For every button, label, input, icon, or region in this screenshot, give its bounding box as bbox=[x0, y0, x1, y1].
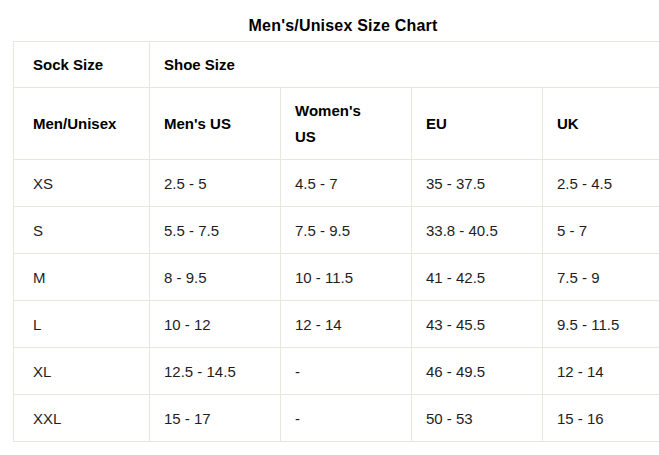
table-group-header-row: Sock Size Shoe Size bbox=[14, 42, 659, 88]
size-chart-page: Men's/Unisex Size Chart Sock Size Shoe S… bbox=[0, 0, 659, 455]
page-title: Men's/Unisex Size Chart bbox=[13, 17, 659, 35]
col-header-womens-us-label: Women's US bbox=[295, 98, 365, 150]
value-cell-uk: 15 - 16 bbox=[543, 395, 659, 442]
value-cell-mens-us: 2.5 - 5 bbox=[150, 160, 281, 207]
col-header-eu: EU bbox=[412, 88, 543, 160]
value-cell-eu: 33.8 - 40.5 bbox=[412, 207, 543, 254]
value-cell-mens-us: 12.5 - 14.5 bbox=[150, 348, 281, 395]
value-cell-uk: 5 - 7 bbox=[543, 207, 659, 254]
size-label-cell: XL bbox=[14, 348, 150, 395]
value-cell-womens-us: 4.5 - 7 bbox=[281, 160, 412, 207]
value-cell-eu: 46 - 49.5 bbox=[412, 348, 543, 395]
size-label-cell: S bbox=[14, 207, 150, 254]
size-label-cell: XXL bbox=[14, 395, 150, 442]
value-cell-eu: 50 - 53 bbox=[412, 395, 543, 442]
header-sock-size: Sock Size bbox=[14, 42, 150, 88]
value-cell-uk: 9.5 - 11.5 bbox=[543, 301, 659, 348]
header-shoe-size: Shoe Size bbox=[150, 42, 659, 88]
table-row-l: L 10 - 12 12 - 14 43 - 45.5 9.5 - 11.5 bbox=[14, 301, 659, 348]
value-cell-mens-us: 15 - 17 bbox=[150, 395, 281, 442]
table-row-m: M 8 - 9.5 10 - 11.5 41 - 42.5 7.5 - 9 bbox=[14, 254, 659, 301]
size-label-cell: L bbox=[14, 301, 150, 348]
size-chart-table: Sock Size Shoe Size Men/Unisex Men's US … bbox=[13, 41, 659, 442]
value-cell-womens-us: 12 - 14 bbox=[281, 301, 412, 348]
value-cell-womens-us: - bbox=[281, 348, 412, 395]
table-row-xxl: XXL 15 - 17 - 50 - 53 15 - 16 bbox=[14, 395, 659, 442]
value-cell-uk: 12 - 14 bbox=[543, 348, 659, 395]
table-row-xl: XL 12.5 - 14.5 - 46 - 49.5 12 - 14 bbox=[14, 348, 659, 395]
size-label-cell: XS bbox=[14, 160, 150, 207]
value-cell-eu: 35 - 37.5 bbox=[412, 160, 543, 207]
value-cell-mens-us: 10 - 12 bbox=[150, 301, 281, 348]
value-cell-mens-us: 8 - 9.5 bbox=[150, 254, 281, 301]
value-cell-womens-us: - bbox=[281, 395, 412, 442]
value-cell-womens-us: 7.5 - 9.5 bbox=[281, 207, 412, 254]
value-cell-eu: 41 - 42.5 bbox=[412, 254, 543, 301]
col-header-mens-us: Men's US bbox=[150, 88, 281, 160]
table-row-xs: XS 2.5 - 5 4.5 - 7 35 - 37.5 2.5 - 4.5 bbox=[14, 160, 659, 207]
col-header-womens-us: Women's US bbox=[281, 88, 412, 160]
table-column-header-row: Men/Unisex Men's US Women's US EU UK bbox=[14, 88, 659, 160]
value-cell-uk: 2.5 - 4.5 bbox=[543, 160, 659, 207]
value-cell-mens-us: 5.5 - 7.5 bbox=[150, 207, 281, 254]
col-header-men-unisex: Men/Unisex bbox=[14, 88, 150, 160]
table-row-s: S 5.5 - 7.5 7.5 - 9.5 33.8 - 40.5 5 - 7 bbox=[14, 207, 659, 254]
size-label-cell: M bbox=[14, 254, 150, 301]
value-cell-womens-us: 10 - 11.5 bbox=[281, 254, 412, 301]
value-cell-uk: 7.5 - 9 bbox=[543, 254, 659, 301]
value-cell-eu: 43 - 45.5 bbox=[412, 301, 543, 348]
col-header-uk: UK bbox=[543, 88, 659, 160]
